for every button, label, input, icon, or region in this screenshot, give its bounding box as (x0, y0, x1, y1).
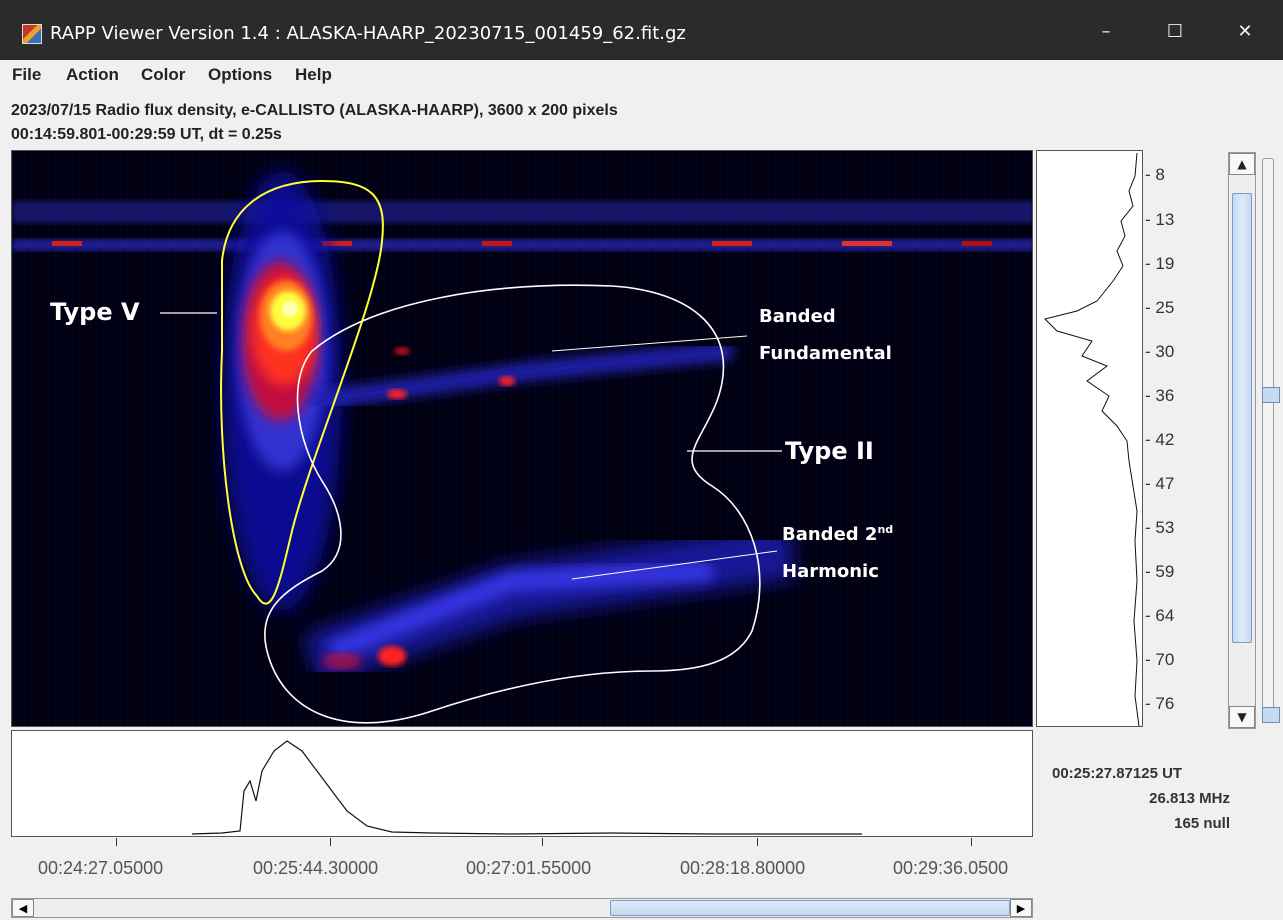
readout-time: 00:25:27.87125 UT (1052, 765, 1183, 782)
freq-tick: - 25 (1145, 298, 1175, 317)
type-ii-outline (264, 284, 761, 724)
freq-tick: - 42 (1145, 430, 1175, 449)
horizontal-scrollbar[interactable]: ◀ ▶ (11, 898, 1033, 918)
annotation-banded-fundamental-line2: Fundamental (759, 343, 892, 364)
readout-value: 165 null (1174, 815, 1230, 832)
freq-tick: - 13 (1145, 210, 1175, 229)
minimize-button[interactable]: – (1101, 21, 1111, 42)
time-tick-label: 00:29:36.0500 (893, 858, 1009, 878)
freq-tick: - 47 (1145, 474, 1175, 493)
annotation-banded-fundamental-line1: Banded (759, 306, 836, 327)
frequency-axis: - 8 - 13 - 19 - 25 - 30 - 36 - 42 - 47 -… (1145, 150, 1215, 727)
freq-tick: - 36 (1145, 386, 1175, 405)
menu-options[interactable]: Options (208, 65, 273, 84)
annotation-type-ii: Type II (785, 437, 874, 465)
time-tick-label: 00:27:01.55000 (466, 858, 592, 878)
spectrum-image (12, 151, 1032, 726)
annotation-type-v: Type V (50, 298, 140, 326)
light-curve-plot (11, 730, 1033, 837)
frequency-profile-plot (1036, 150, 1143, 727)
time-tick-label: 00:28:18.80000 (680, 858, 806, 878)
freq-tick: - 64 (1145, 606, 1175, 625)
annotation-banded-harmonic-line1: Banded 2nd (782, 523, 894, 545)
scroll-down-arrow-icon[interactable]: ▼ (1229, 706, 1255, 728)
window-title: RAPP Viewer Version 1.4 : ALASKA-HAARP_2… (50, 23, 686, 44)
menu-bar: File Action Color Options Help (0, 62, 1283, 88)
freq-tick: - 53 (1145, 518, 1175, 537)
cursor-readout: 00:25:27.87125 UT 26.813 MHz 165 null (1040, 765, 1230, 840)
freq-tick: - 30 (1145, 342, 1175, 361)
type-v-outline (220, 179, 384, 605)
slider-knob-lower[interactable] (1262, 707, 1280, 723)
contrast-slider[interactable] (1262, 158, 1280, 723)
scroll-right-arrow-icon[interactable]: ▶ (1010, 899, 1032, 917)
time-tick-label: 00:24:27.05000 (38, 858, 164, 878)
freq-tick: - 8 (1145, 165, 1165, 184)
vertical-scrollbar[interactable]: ▲ ▼ (1228, 152, 1256, 729)
close-button[interactable]: ✕ (1237, 21, 1253, 42)
freq-tick: - 76 (1145, 694, 1175, 713)
slider-knob-upper[interactable] (1262, 387, 1280, 403)
scroll-left-arrow-icon[interactable]: ◀ (12, 899, 34, 917)
readout-frequency: 26.813 MHz (1149, 790, 1230, 807)
window-title-bar[interactable]: RAPP Viewer Version 1.4 : ALASKA-HAARP_2… (0, 0, 1283, 60)
java-app-icon (22, 24, 42, 44)
freq-tick: - 19 (1145, 254, 1175, 273)
time-tick-label: 00:25:44.30000 (253, 858, 379, 878)
menu-action[interactable]: Action (66, 65, 119, 84)
maximize-button[interactable]: ☐ (1166, 21, 1184, 42)
time-range-info: 00:14:59.801-00:29:59 UT, dt = 0.25s (11, 126, 282, 143)
menu-file[interactable]: File (12, 65, 42, 84)
menu-help[interactable]: Help (295, 65, 332, 84)
annotation-banded-harmonic-line2: Harmonic (782, 561, 879, 582)
vertical-scroll-thumb[interactable] (1232, 193, 1252, 643)
freq-tick: - 70 (1145, 650, 1175, 669)
freq-tick: - 59 (1145, 562, 1175, 581)
observation-info: 2023/07/15 Radio flux density, e-CALLIST… (11, 102, 618, 119)
horizontal-scroll-thumb[interactable] (610, 900, 1010, 916)
dynamic-spectrum[interactable]: Type V Banded Fundamental Type II Banded… (11, 150, 1033, 727)
menu-color[interactable]: Color (141, 65, 186, 84)
scroll-up-arrow-icon[interactable]: ▲ (1229, 153, 1255, 175)
